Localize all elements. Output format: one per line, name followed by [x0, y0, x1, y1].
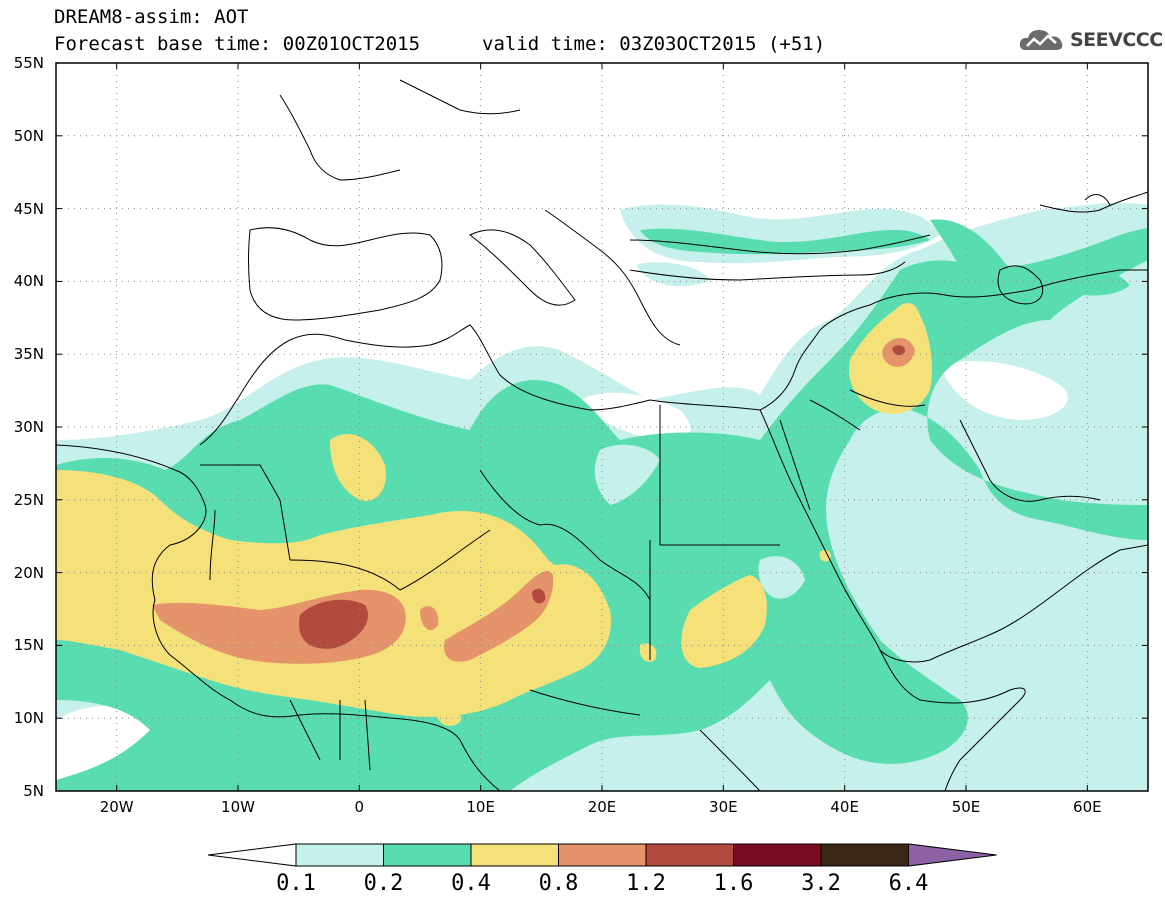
colorbar-segment [558, 843, 647, 867]
colorbar-low-arrow [207, 843, 297, 867]
colorbar-high-arrow [908, 843, 997, 867]
lon-label: 40E [830, 798, 859, 816]
colorbar-label: 3.2 [801, 871, 841, 896]
lat-label: 35N [13, 345, 44, 364]
seevccc-logo: SEEVCCC [1018, 26, 1163, 54]
logo-text: SEEVCCC [1070, 29, 1163, 51]
colorbar-label: 1.6 [713, 871, 754, 896]
lat-label: 15N [13, 636, 44, 655]
lat-label: 5N [23, 782, 44, 800]
cloud-icon [1019, 30, 1063, 50]
valid-time: valid time: 03Z03OCT2015 (+51) [482, 33, 826, 55]
lat-label: 25N [13, 490, 44, 509]
lon-label: 0 [354, 798, 365, 816]
colorbar-segment [470, 843, 559, 867]
forecast-base-time: Forecast base time: 00Z01OCT2015 [54, 33, 421, 55]
colorbar-segment [295, 843, 384, 867]
colorbar-label: 6.4 [888, 871, 929, 896]
colorbar-label: 1.2 [626, 871, 666, 896]
lat-label: 30N [13, 418, 44, 436]
colorbar-segment [820, 843, 909, 867]
colorbar [207, 843, 997, 867]
aot-shading [56, 202, 1148, 791]
lat-label: 45N [13, 199, 44, 218]
colorbar-label: 0.1 [276, 871, 316, 896]
lat-label: 50N [13, 126, 44, 145]
lat-lon-grid [56, 63, 1148, 791]
lat-label: 55N [13, 54, 44, 72]
lat-label: 40N [13, 272, 44, 291]
colorbar-segment [383, 843, 472, 867]
coastlines-and-borders [56, 79, 1148, 791]
lon-label: 50E [951, 798, 981, 816]
lon-label: 60E [1073, 798, 1102, 816]
colorbar-label: 0.2 [363, 871, 404, 896]
colorbar-label: 0.4 [451, 871, 491, 896]
lon-label: 10E [466, 798, 495, 816]
lat-label: 20N [13, 563, 44, 582]
colorbar-label: 0.8 [538, 871, 579, 896]
lat-label: 10N [13, 709, 44, 728]
lon-label: 20W [99, 798, 134, 816]
lon-label: 20E [587, 798, 617, 816]
lon-label: 10W [221, 798, 255, 816]
map-title: DREAM8-assim: AOT [54, 6, 249, 28]
colorbar-segment [733, 843, 822, 867]
colorbar-segment [645, 843, 734, 867]
lon-label: 30E [709, 798, 738, 816]
axis-ticks [56, 62, 1148, 792]
